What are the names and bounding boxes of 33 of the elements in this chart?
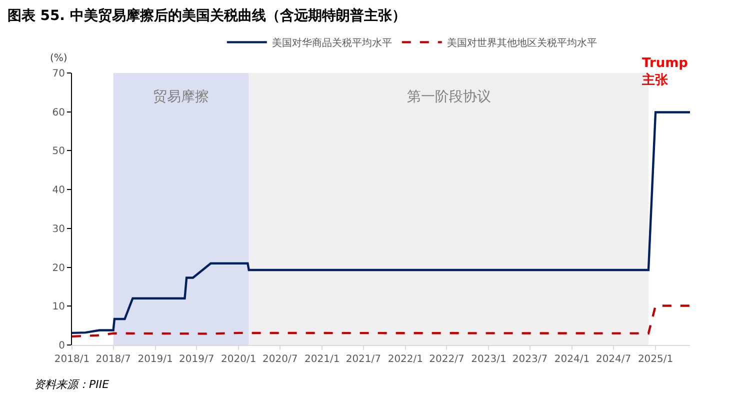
y-tick-label: 70 — [52, 68, 65, 80]
x-tick-label: 2018/7 — [96, 354, 131, 365]
legend-label: 美国对世界其他地区关税平均水平 — [446, 37, 597, 50]
x-tick-label: 2024/7 — [596, 354, 632, 365]
x-tick-label: 2019/7 — [179, 354, 214, 365]
line-series — [72, 111, 690, 334]
y-tick-label: 10 — [52, 302, 65, 313]
y-tick-label: 50 — [52, 146, 65, 158]
annotation: Trump 主张 — [641, 56, 688, 88]
x-tick-label: 2018/1 — [54, 354, 90, 365]
x-tick-label: 2022/7 — [429, 354, 464, 365]
x-tick-label: 2019/1 — [138, 354, 173, 365]
x-tick-label: 2021/7 — [346, 354, 382, 365]
x-tick-label: 2020/1 — [221, 354, 256, 365]
x-tick-label: 2024/1 — [554, 354, 590, 365]
x-tick-label: 2023/7 — [512, 354, 548, 365]
y-tick-label: 0 — [58, 340, 65, 352]
band-label: 贸易摩擦 — [153, 89, 209, 105]
x-tick-label: 2020/7 — [262, 354, 298, 365]
y-tick-label: 30 — [52, 224, 65, 235]
x-tick-label: 2023/1 — [471, 354, 506, 365]
x-tick-label: 2022/1 — [388, 354, 424, 365]
legend-label: 美国对华商品关税平均水平 — [272, 37, 392, 50]
chart-title: 图表 55. 中美贸易摩擦后的美国关税曲线（含远期特朗普主张） — [7, 6, 406, 24]
y-axis-title: (%) — [50, 53, 68, 64]
x-tick-label: 2025/1 — [638, 354, 674, 365]
band-label: 第一阶段协议 — [407, 89, 491, 105]
line-series — [72, 304, 690, 338]
y-tick-label: 60 — [52, 107, 65, 118]
y-tick-label: 40 — [52, 185, 65, 196]
y-tick-label: 20 — [52, 262, 65, 274]
text: 资料来源：PIIE — [34, 378, 110, 391]
x-tick-label: 2021/1 — [304, 354, 340, 365]
